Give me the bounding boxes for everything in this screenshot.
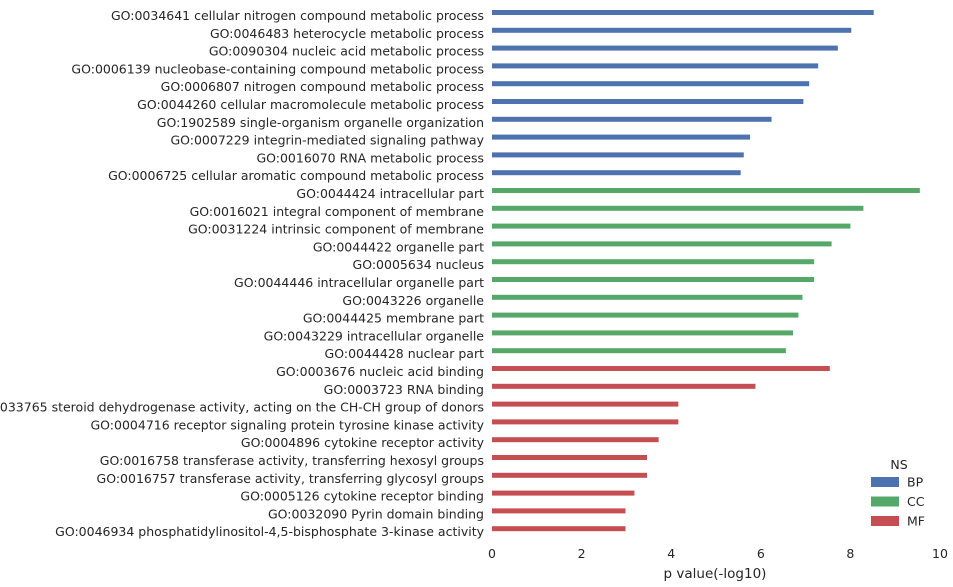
category-label: GO:0016021 integral component of membran…: [190, 204, 485, 219]
category-label: GO:0007229 integrin-mediated signaling p…: [170, 133, 484, 148]
x-tick-label: 4: [667, 546, 675, 561]
legend-swatch-cc: [871, 496, 899, 507]
x-tick-label: 2: [578, 546, 586, 561]
category-label: GO:0006807 nitrogen compound metabolic p…: [161, 79, 484, 94]
legend-items: BP CC MF: [871, 475, 925, 529]
category-label: GO:0016070 RNA metabolic process: [256, 150, 484, 165]
bar-bp: [492, 134, 751, 140]
bar-cc: [492, 205, 864, 211]
category-label: GO:0016758 transferase activity, transfe…: [100, 453, 484, 468]
category-label: GO:0044260 cellular macromolecule metabo…: [137, 97, 484, 112]
category-label: GO:0044446 intracellular organelle part: [234, 275, 484, 290]
bar-bp: [492, 10, 874, 15]
category-labels: GO:0034641 cellular nitrogen compound me…: [0, 8, 485, 539]
legend-swatch-mf: [871, 516, 899, 526]
category-label: GO:0044425 membrane part: [303, 311, 484, 326]
legend-swatch-bp: [871, 477, 899, 487]
bars: [492, 10, 920, 532]
bar-mf: [492, 508, 626, 514]
x-tick-label: 10: [932, 546, 948, 561]
x-axis-title: p value(-log10): [664, 566, 767, 582]
category-label: GO:1902589 single-organism organelle org…: [157, 115, 484, 130]
bar-cc: [492, 259, 815, 265]
legend-label-bp: BP: [907, 475, 924, 490]
bar-mf: [492, 437, 659, 443]
bar-cc: [492, 188, 920, 193]
bar-mf: [492, 526, 626, 532]
category-label: GO:0004896 cytokine receptor activity: [241, 435, 485, 450]
bar-mf: [492, 455, 648, 460]
bar-bp: [492, 152, 744, 158]
category-label: GO:0090304 nucleic acid metabolic proces…: [209, 44, 484, 59]
category-label: GO:0006139 nucleobase-containing compoun…: [71, 61, 484, 76]
x-tick-label: 8: [846, 546, 854, 561]
category-label: GO:0044424 intracellular part: [296, 186, 484, 201]
category-label: GO:0016757 transferase activity, transfe…: [97, 471, 484, 486]
category-label: GO:0046483 heterocycle metabolic process: [210, 26, 484, 41]
bar-bp: [492, 99, 804, 104]
category-label: GO:0034641 cellular nitrogen compound me…: [111, 8, 484, 23]
category-label: GO:0046934 phosphatidylinositol-4,5-bisp…: [55, 524, 484, 539]
bar-mf: [492, 383, 756, 389]
bar-cc: [492, 277, 815, 282]
bar-mf: [492, 401, 679, 407]
bar-bp: [492, 81, 810, 87]
legend-label-mf: MF: [907, 514, 925, 529]
legend-label-cc: CC: [907, 494, 925, 509]
category-label: GO:0006725 cellular aromatic compound me…: [108, 168, 484, 183]
bar-mf: [492, 419, 679, 425]
bar-mf: [492, 490, 635, 496]
category-label: GO:0031224 intrinsic component of membra…: [188, 222, 484, 237]
category-label: GO:0043226 organelle: [342, 293, 484, 308]
bar-bp: [492, 170, 741, 176]
x-axis-ticks: 0 2 4 6 8 10: [488, 546, 948, 561]
x-tick-label: 6: [757, 546, 765, 561]
bar-bp: [492, 116, 772, 122]
x-tick-label: 0: [488, 546, 496, 561]
category-label: GO:0004716 receptor signaling protein ty…: [91, 417, 485, 432]
category-label: GO:0044422 organelle part: [313, 239, 484, 254]
legend-title: NS: [890, 457, 907, 472]
bar-cc: [492, 223, 851, 229]
category-label: GO:0044428 nuclear part: [325, 346, 485, 361]
category-label: GO:0043229 intracellular organelle: [264, 328, 485, 343]
category-label: GO:0005126 cytokine receptor binding: [240, 489, 484, 504]
bar-mf: [492, 472, 648, 478]
category-label: GO:0032090 Pyrin domain binding: [268, 506, 484, 521]
bar-bp: [492, 27, 852, 33]
bar-cc: [492, 312, 799, 318]
bar-cc: [492, 348, 786, 354]
category-label: GO:0003723 RNA binding: [324, 382, 484, 397]
bar-cc: [492, 330, 794, 336]
bar-cc: [492, 294, 803, 300]
category-label: GO:0005634 nucleus: [353, 257, 484, 272]
bar-bp: [492, 45, 838, 51]
category-label: GO:0003676 nucleic acid binding: [276, 364, 484, 379]
legend: NS BP CC MF: [871, 457, 925, 529]
bar-mf: [492, 366, 830, 371]
category-label: GO:0033765 steroid dehydrogenase activit…: [0, 400, 484, 415]
bar-bp: [492, 63, 819, 69]
bar-cc: [492, 241, 832, 247]
